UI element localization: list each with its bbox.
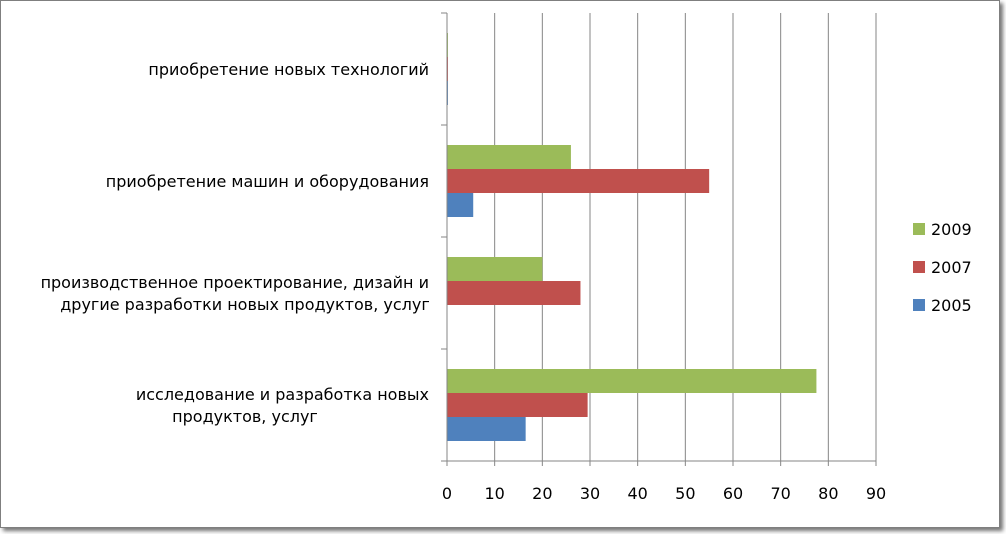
legend-swatch-2009	[913, 223, 925, 235]
category-label: исследование и разработка новых	[136, 385, 429, 404]
category-label: другие разработки новых продуктов, услуг	[60, 295, 430, 314]
bars	[447, 33, 817, 441]
bar-2007-cat1	[447, 281, 581, 305]
bar-2009-cat2	[447, 145, 571, 169]
bar-2007-cat0	[447, 393, 588, 417]
bar-2009-cat1	[447, 257, 543, 281]
bar-2005-cat0	[447, 417, 526, 441]
x-tick-label: 20	[532, 484, 552, 503]
x-tick-label: 10	[484, 484, 504, 503]
legend-label-2005: 2005	[931, 296, 972, 315]
x-tick-label: 60	[723, 484, 743, 503]
x-tick-label: 70	[770, 484, 790, 503]
category-label: приобретение новых технологий	[148, 60, 429, 79]
legend-swatch-2007	[913, 261, 925, 273]
x-tick-label: 90	[866, 484, 886, 503]
category-label: приобретение машин и оборудования	[106, 172, 429, 191]
x-tick-labels: 0 10 20 30 40 50 60 70 80 90	[442, 484, 886, 503]
category-label: продуктов, услуг	[172, 407, 318, 426]
x-tick-label: 0	[442, 484, 452, 503]
x-tick-label: 50	[675, 484, 695, 503]
category-label: производственное проектирование, дизайн …	[41, 273, 429, 292]
category-labels: исследование и разработка новых продуктов…	[41, 60, 430, 426]
legend-swatch-2005	[913, 299, 925, 311]
bar-2009-cat0	[447, 369, 817, 393]
x-tick-label: 30	[580, 484, 600, 503]
x-tick-label: 80	[818, 484, 838, 503]
axes	[441, 12, 877, 466]
legend: 2009 2007 2005	[913, 220, 972, 315]
legend-label-2007: 2007	[931, 258, 972, 277]
x-tick-label: 40	[627, 484, 647, 503]
legend-label-2009: 2009	[931, 220, 972, 239]
bar-2007-cat2	[447, 169, 710, 193]
bar-2005-cat2	[447, 193, 474, 217]
gridlines	[494, 13, 877, 461]
